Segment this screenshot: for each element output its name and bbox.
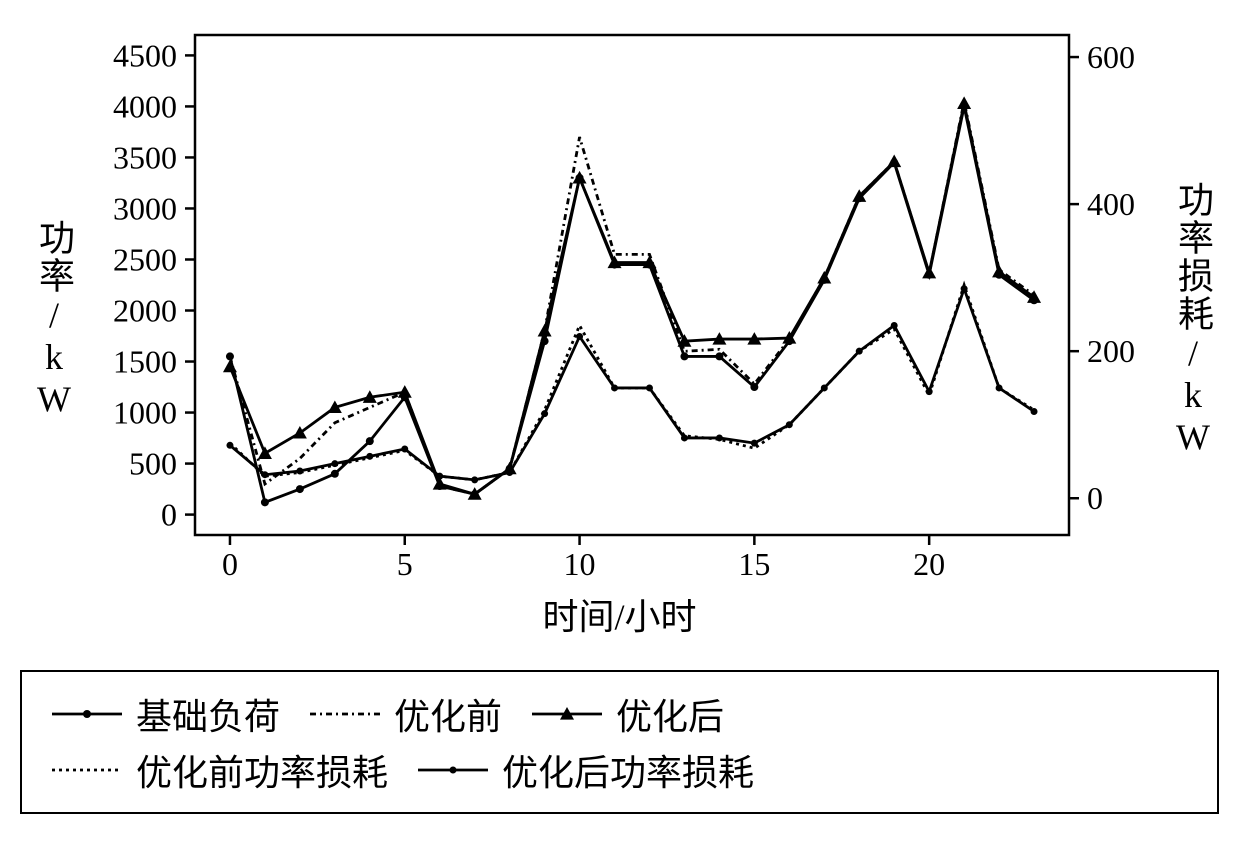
legend-item: 优化前 [310, 688, 502, 740]
legend-box: 基础负荷 优化前 优化后优化前功率损耗 优化后功率损耗 [20, 670, 1219, 814]
svg-text:0: 0 [161, 497, 177, 533]
svg-text:15: 15 [738, 546, 770, 580]
legend-label: 优化前 [394, 688, 502, 740]
legend-row: 优化前功率损耗 优化后功率损耗 [52, 744, 1187, 796]
svg-text:0: 0 [1087, 480, 1103, 516]
svg-text:600: 600 [1087, 39, 1135, 75]
legend-item: 优化后 [532, 688, 724, 740]
svg-text:20: 20 [913, 546, 945, 580]
svg-text:400: 400 [1087, 186, 1135, 222]
svg-text:1500: 1500 [113, 344, 177, 380]
svg-text:0: 0 [222, 546, 238, 580]
svg-text:500: 500 [129, 446, 177, 482]
svg-text:2500: 2500 [113, 241, 177, 277]
y-left-axis-label: 功率/kW [28, 219, 80, 421]
svg-text:3500: 3500 [113, 139, 177, 175]
svg-text:4000: 4000 [113, 88, 177, 124]
svg-text:3000: 3000 [113, 190, 177, 226]
legend-item: 基础负荷 [52, 688, 280, 740]
x-axis-label: 时间/小时 [542, 588, 696, 640]
line-chart-svg: 0510152005001000150020002500300035004000… [20, 20, 1219, 580]
svg-text:4500: 4500 [113, 37, 177, 73]
svg-text:5: 5 [397, 546, 413, 580]
svg-text:2000: 2000 [113, 293, 177, 329]
legend-label: 优化后 [616, 688, 724, 740]
svg-text:1000: 1000 [113, 395, 177, 431]
legend-label: 优化后功率损耗 [502, 744, 754, 796]
legend-item: 优化前功率损耗 [52, 744, 388, 796]
chart-area: 功率/kW 功率损耗/kW 05101520050010001500200025… [20, 20, 1219, 640]
legend-label: 优化前功率损耗 [136, 744, 388, 796]
legend-label: 基础负荷 [136, 688, 280, 740]
svg-text:200: 200 [1087, 333, 1135, 369]
legend-item: 优化后功率损耗 [418, 744, 754, 796]
svg-text:10: 10 [564, 546, 596, 580]
legend-row: 基础负荷 优化前 优化后 [52, 688, 1187, 740]
y-right-axis-label: 功率损耗/kW [1167, 181, 1219, 459]
chart-container: 功率/kW 功率损耗/kW 05101520050010001500200025… [20, 20, 1219, 834]
